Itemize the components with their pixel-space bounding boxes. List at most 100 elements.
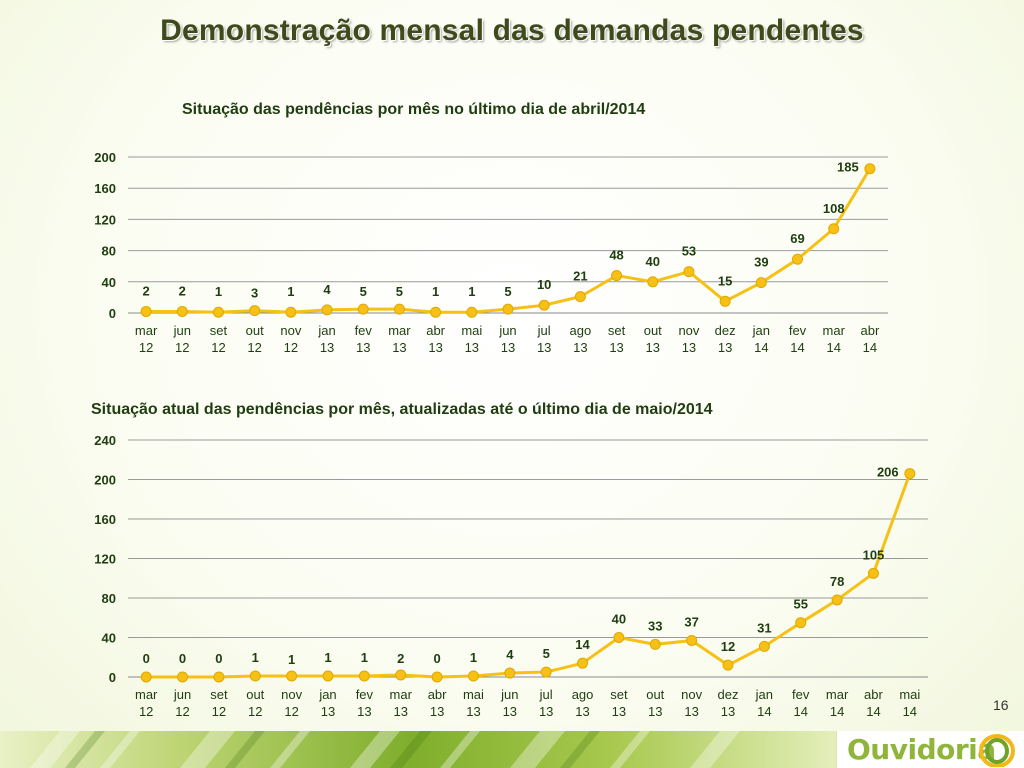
y-tick-label: 80 — [102, 244, 116, 259]
data-label: 1 — [361, 650, 368, 665]
x-tick-label: jan 14 — [752, 323, 770, 355]
x-tick-label: nov 12 — [280, 323, 301, 355]
data-point — [722, 659, 734, 671]
y-tick-label: 200 — [94, 473, 116, 488]
chart-1-title: Situação das pendências por mês no últim… — [182, 101, 646, 118]
y-tick-label: 200 — [94, 150, 116, 165]
x-tick-label: fev 14 — [792, 687, 810, 719]
data-point — [285, 306, 297, 318]
data-point — [504, 667, 516, 679]
logo-text: Ouvidoria — [847, 733, 996, 766]
y-tick-label: 40 — [102, 275, 116, 290]
data-point — [358, 670, 370, 682]
data-label: 1 — [324, 650, 331, 665]
data-label: 2 — [142, 283, 149, 298]
x-tick-label: jun 13 — [498, 323, 516, 355]
data-point — [431, 671, 443, 683]
chart-2-title: Situação atual das pendências por mês, a… — [91, 401, 713, 418]
x-tick-label: mai 13 — [463, 687, 484, 719]
data-point — [828, 223, 840, 235]
data-label: 31 — [757, 620, 771, 635]
data-label: 39 — [754, 255, 768, 270]
data-point — [177, 671, 189, 683]
x-tick-label: out 13 — [646, 687, 664, 719]
data-point — [467, 670, 479, 682]
series-line — [146, 473, 912, 679]
data-point — [540, 666, 552, 678]
data-point — [249, 305, 261, 317]
data-label: 5 — [396, 284, 403, 299]
page-number: 16 — [993, 697, 1009, 713]
y-tick-label: 80 — [102, 591, 116, 606]
data-point — [683, 266, 695, 278]
x-tick-label: out 12 — [246, 323, 264, 355]
data-label: 14 — [575, 637, 590, 652]
data-label: 1 — [468, 284, 475, 299]
data-label: 33 — [648, 618, 662, 633]
x-tick-label: abr 14 — [864, 687, 883, 719]
data-label: 206 — [877, 465, 899, 480]
x-tick-label: abr 14 — [861, 323, 880, 355]
x-tick-label: abr 13 — [428, 687, 447, 719]
x-tick-label: out 13 — [644, 323, 662, 355]
data-point — [395, 669, 407, 681]
x-tick-label: jul 13 — [537, 323, 552, 355]
data-label: 40 — [646, 254, 660, 269]
data-point — [792, 253, 804, 265]
data-point — [611, 270, 623, 282]
data-label: 5 — [504, 284, 511, 299]
data-label: 37 — [684, 614, 698, 629]
x-tick-label: mar 13 — [388, 323, 411, 355]
data-point — [140, 305, 152, 317]
x-tick-label: jan 14 — [755, 687, 773, 719]
data-label: 0 — [433, 651, 440, 666]
footer-stripes — [30, 731, 740, 768]
data-label: 0 — [143, 651, 150, 666]
data-label: 15 — [718, 273, 732, 288]
data-point — [649, 638, 661, 650]
y-tick-label: 0 — [109, 306, 116, 321]
data-label: 1 — [470, 650, 477, 665]
data-label: 1 — [432, 284, 439, 299]
data-point — [502, 303, 514, 315]
data-label: 1 — [287, 284, 294, 299]
data-label: 105 — [863, 547, 885, 562]
data-point — [647, 276, 659, 288]
data-point — [755, 277, 767, 289]
x-tick-label: fev 13 — [356, 687, 374, 719]
x-tick-label: jan 13 — [317, 323, 335, 355]
data-point — [538, 299, 550, 311]
x-tick-label: set 12 — [210, 687, 228, 719]
data-label: 1 — [252, 650, 259, 665]
x-tick-label: jan 13 — [318, 687, 336, 719]
data-point — [831, 594, 843, 606]
y-tick-label: 0 — [109, 670, 116, 685]
data-point — [212, 306, 224, 318]
data-label: 55 — [793, 597, 807, 612]
data-label: 185 — [837, 160, 859, 175]
data-point — [758, 640, 770, 652]
data-label: 10 — [537, 277, 551, 292]
data-label: 1 — [288, 652, 295, 667]
data-label: 5 — [543, 646, 550, 661]
data-point — [430, 306, 442, 318]
data-point — [176, 305, 188, 317]
x-tick-label: mai 14 — [899, 687, 920, 719]
data-label: 53 — [682, 244, 696, 259]
y-tick-label: 120 — [94, 212, 116, 227]
data-label: 78 — [830, 574, 844, 589]
x-tick-label: dez 13 — [718, 687, 739, 719]
data-label: 21 — [573, 269, 587, 284]
x-tick-label: mar 14 — [823, 323, 846, 355]
x-tick-label: abr 13 — [426, 323, 445, 355]
data-point — [357, 303, 369, 315]
y-tick-label: 160 — [94, 512, 116, 527]
x-tick-label: nov 12 — [281, 687, 302, 719]
x-tick-label: mar 12 — [135, 323, 158, 355]
data-point — [466, 306, 478, 318]
data-point — [613, 632, 625, 643]
x-tick-label: nov 13 — [678, 323, 699, 355]
x-tick-label: set 12 — [210, 323, 228, 355]
x-tick-label: mar 12 — [135, 687, 158, 719]
